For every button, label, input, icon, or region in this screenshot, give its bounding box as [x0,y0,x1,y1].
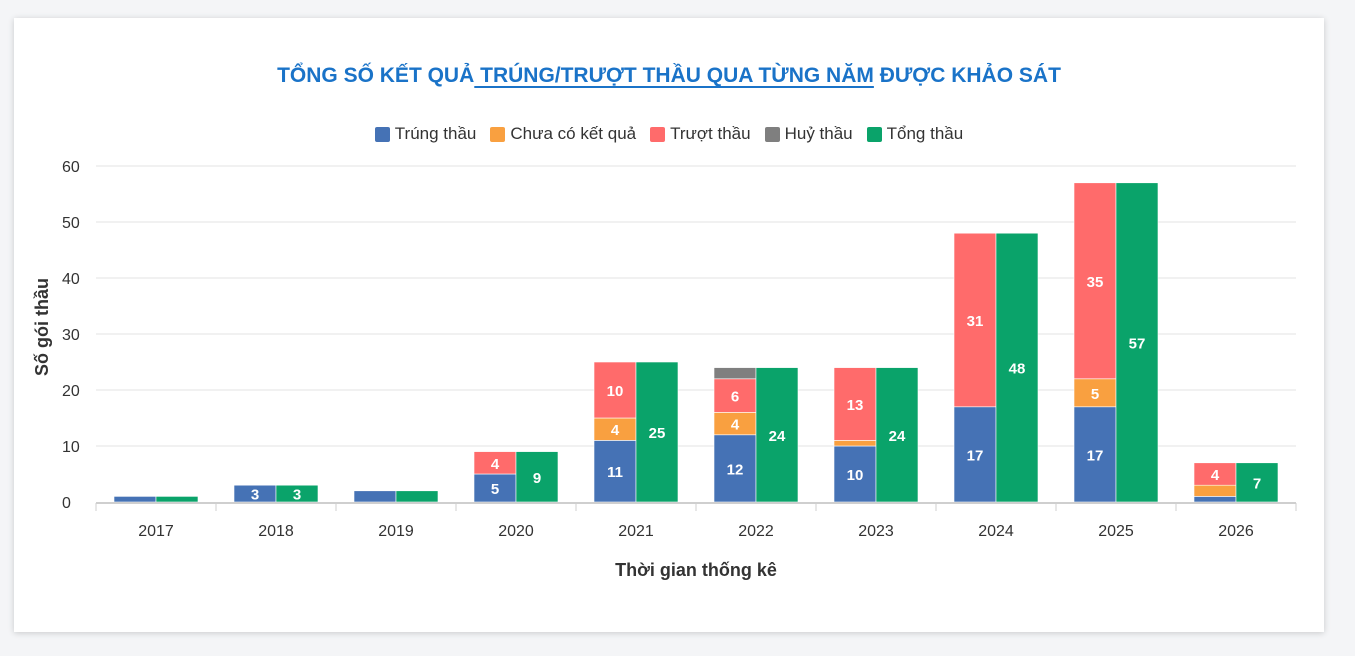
data-label: 17 [1087,447,1104,464]
legend-swatch [764,126,780,142]
bar-tong-2026[interactable] [1235,462,1279,503]
data-label: 3 [293,487,301,504]
data-label: 3 [251,487,259,504]
data-label: 17 [967,447,984,464]
data-label: 12 [727,461,744,478]
bar-trung-2021[interactable] [593,440,637,503]
legend-swatch [866,126,882,142]
legend-item-trung-thau[interactable]: Trúng thầu [374,124,477,144]
x-tick-label: 2023 [858,523,894,540]
legend-item-huy-thau[interactable]: Huỷ thầu [764,124,853,144]
x-axis-title: Thời gian thống kê [615,560,777,580]
bar-tong-2021[interactable] [635,361,679,503]
y-tick-label: 60 [62,159,80,176]
x-tick-label: 2022 [738,523,774,540]
data-label: 48 [1009,361,1026,378]
legend-label: Chưa có kết quả [510,124,637,143]
legend-swatch [490,126,506,142]
data-label: 57 [1129,335,1146,352]
data-label: 24 [889,428,906,445]
bar-chua-2026[interactable] [1193,484,1237,497]
y-tick-label: 30 [62,327,80,344]
bar-tong-2024[interactable] [995,232,1039,503]
bar-tong-2017[interactable] [155,496,199,503]
bar-trung-2025[interactable] [1073,406,1117,503]
data-label: 4 [1211,467,1220,484]
data-label: 10 [607,383,624,400]
bar-truot-2024[interactable] [953,232,997,408]
bar-chua-2025[interactable] [1073,378,1117,408]
bar-tong-2023[interactable] [875,367,919,503]
legend-item-tong-thau[interactable]: Tổng thầu [866,124,964,144]
y-tick-label: 10 [62,439,80,456]
data-label: 35 [1087,274,1104,291]
bar-trung-2019[interactable] [353,490,397,503]
legend-label: Trượt thầu [670,124,751,143]
data-label: 5 [1091,386,1099,403]
bar-trung-2026[interactable] [1193,496,1237,503]
bar-trung-2024[interactable] [953,406,997,503]
legend-label: Tổng thầu [886,124,964,143]
x-tick-label: 2021 [618,523,654,540]
y-tick-label: 50 [62,215,80,232]
bar-tong-2019[interactable] [395,490,439,503]
bar-truot-2023[interactable] [833,367,877,441]
y-tick-label: 0 [62,495,71,512]
legend-label: Huỷ thầu [784,124,853,143]
title-part-2: TRÚNG/TRƯỢT THẦU QUA TỪNG NĂM [474,64,874,87]
bar-chua-2023[interactable] [833,440,877,447]
data-label: 13 [847,397,864,414]
data-label: 11 [607,464,623,481]
bar-truot-2021[interactable] [593,361,637,419]
data-label: 6 [731,389,739,406]
legend-swatch [650,126,666,142]
bars [113,182,1279,503]
data-label: 7 [1253,475,1261,492]
bar-huy-2022[interactable] [713,367,757,380]
axes: 0 10 20 30 40 50 60 2017 2018 2019 2020 2021 2022 202… [62,159,1297,540]
x-tick-label: 2025 [1098,523,1134,540]
data-label: 10 [847,467,864,484]
x-tick-label: 2019 [378,523,414,540]
legend-item-truot-thau[interactable]: Trượt thầu [650,124,751,144]
x-tick-label: 2026 [1218,523,1254,540]
x-tick-label: 2018 [258,523,294,540]
title-part-3: ĐƯỢC KHẢO SÁT [873,64,1061,87]
y-axis-title: Số gói thầu [32,278,52,376]
chart-title: TỔNG SỐ KẾT QUẢ TRÚNG/TRƯỢT THẦU QUA TỪN… [14,64,1324,88]
data-label: 4 [491,456,500,473]
x-tick-label: 2020 [498,523,534,540]
bar-tong-2020[interactable] [515,451,559,503]
data-label: 9 [533,470,541,487]
x-tick-label: 2024 [978,523,1014,540]
data-label: 24 [769,428,786,445]
bar-tong-2022[interactable] [755,367,799,503]
bar-trung-2017[interactable] [113,496,157,503]
data-label: 5 [491,481,499,498]
y-tick-label: 20 [62,383,80,400]
legend-label: Trúng thầu [394,124,477,143]
y-tick-label: 40 [62,271,80,288]
legend-item-chua-co-ket-qua[interactable]: Chưa có kết quả [490,124,636,144]
data-label: 4 [731,417,740,434]
legend: Trúng thầu Chưa có kết quả Trượt thầu Hu… [14,124,1324,144]
data-label: 31 [967,313,984,330]
legend-swatch [374,126,390,142]
bar-truot-2025[interactable] [1073,182,1117,380]
data-label: 4 [611,422,620,439]
title-part-1: TỔNG SỐ KẾT QUẢ [277,64,475,87]
bar-truot-2022[interactable] [713,378,757,413]
x-tick-label: 2017 [138,523,174,540]
data-label: 25 [649,425,666,442]
